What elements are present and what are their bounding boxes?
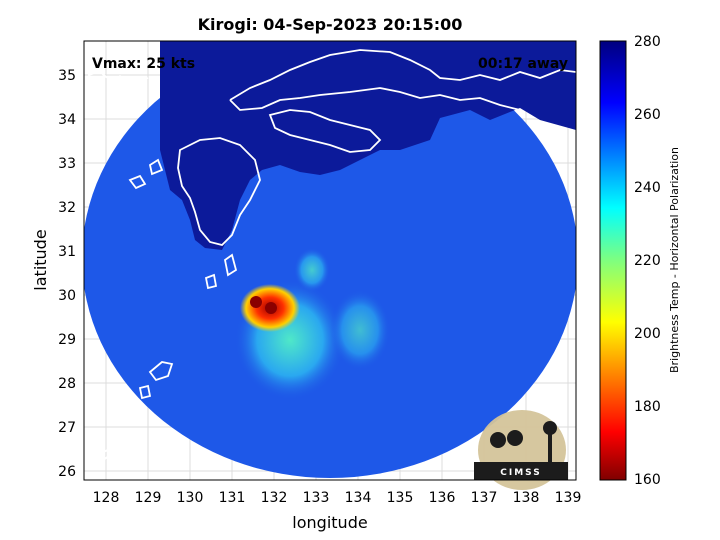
vmax-label: Vmax: 25 kts <box>92 56 195 72</box>
y-tick: 29 <box>58 332 76 348</box>
colorbar-label: Brightness Temp - Horizontal Polarizatio… <box>668 147 681 373</box>
y-tick: 30 <box>58 288 76 304</box>
x-tick: 135 <box>387 490 414 506</box>
plot-border <box>83 40 577 481</box>
x-tick: 132 <box>261 490 288 506</box>
y-tick: 32 <box>58 200 76 216</box>
x-tick: 139 <box>555 490 582 506</box>
colorbar-tick: 180 <box>634 399 661 415</box>
water-tower-icon <box>548 432 552 462</box>
rain-band-east <box>330 290 390 370</box>
x-tick: 138 <box>513 490 540 506</box>
cold-spot-2 <box>265 302 277 314</box>
y-tick: 33 <box>58 156 76 172</box>
y-tick: 26 <box>58 464 76 480</box>
x-axis-label: longitude <box>292 513 367 532</box>
x-tick: 137 <box>471 490 498 506</box>
x-tick: 130 <box>177 490 204 506</box>
time-away-label: 00:17 away <box>478 56 568 72</box>
cimss-logo: CIMSS <box>474 410 568 490</box>
y-axis-label: latitude <box>31 229 50 290</box>
land-mass <box>160 41 576 250</box>
y-tick-labels: 35 34 33 32 31 30 29 28 27 26 <box>58 68 76 480</box>
y-tick: 31 <box>58 244 76 260</box>
satellite-dish-icon <box>490 432 506 448</box>
satellite-swath <box>84 41 576 478</box>
plot-title: Kirogi: 04-Sep-2023 20:15:00 <box>198 15 463 34</box>
x-tick: 136 <box>429 490 456 506</box>
coastlines <box>87 49 576 470</box>
x-tick: 129 <box>135 490 162 506</box>
colorbar-tick: 220 <box>634 253 661 269</box>
x-tick-labels: 128 129 130 131 132 133 134 135 136 137 … <box>93 490 582 506</box>
y-tick: 27 <box>58 420 76 436</box>
colorbar-ticks: 280 260 240 220 200 180 160 <box>634 34 661 488</box>
y-tick: 28 <box>58 376 76 392</box>
y-tick: 35 <box>58 68 76 84</box>
colorbar-tick: 260 <box>634 107 661 123</box>
y-tick: 34 <box>58 112 76 128</box>
colorbar-tick: 280 <box>634 34 661 50</box>
colorbar-tick: 160 <box>634 472 661 488</box>
colorbar-tick: 240 <box>634 180 661 196</box>
rain-band-north <box>294 248 330 292</box>
x-tick: 134 <box>345 490 372 506</box>
cimss-logo-text: CIMSS <box>500 468 541 478</box>
colorbar <box>599 40 627 481</box>
x-tick: 133 <box>303 490 330 506</box>
cold-spot-1 <box>250 296 262 308</box>
x-tick: 131 <box>219 490 246 506</box>
colorbar-tick: 200 <box>634 326 661 342</box>
x-tick: 128 <box>93 490 120 506</box>
